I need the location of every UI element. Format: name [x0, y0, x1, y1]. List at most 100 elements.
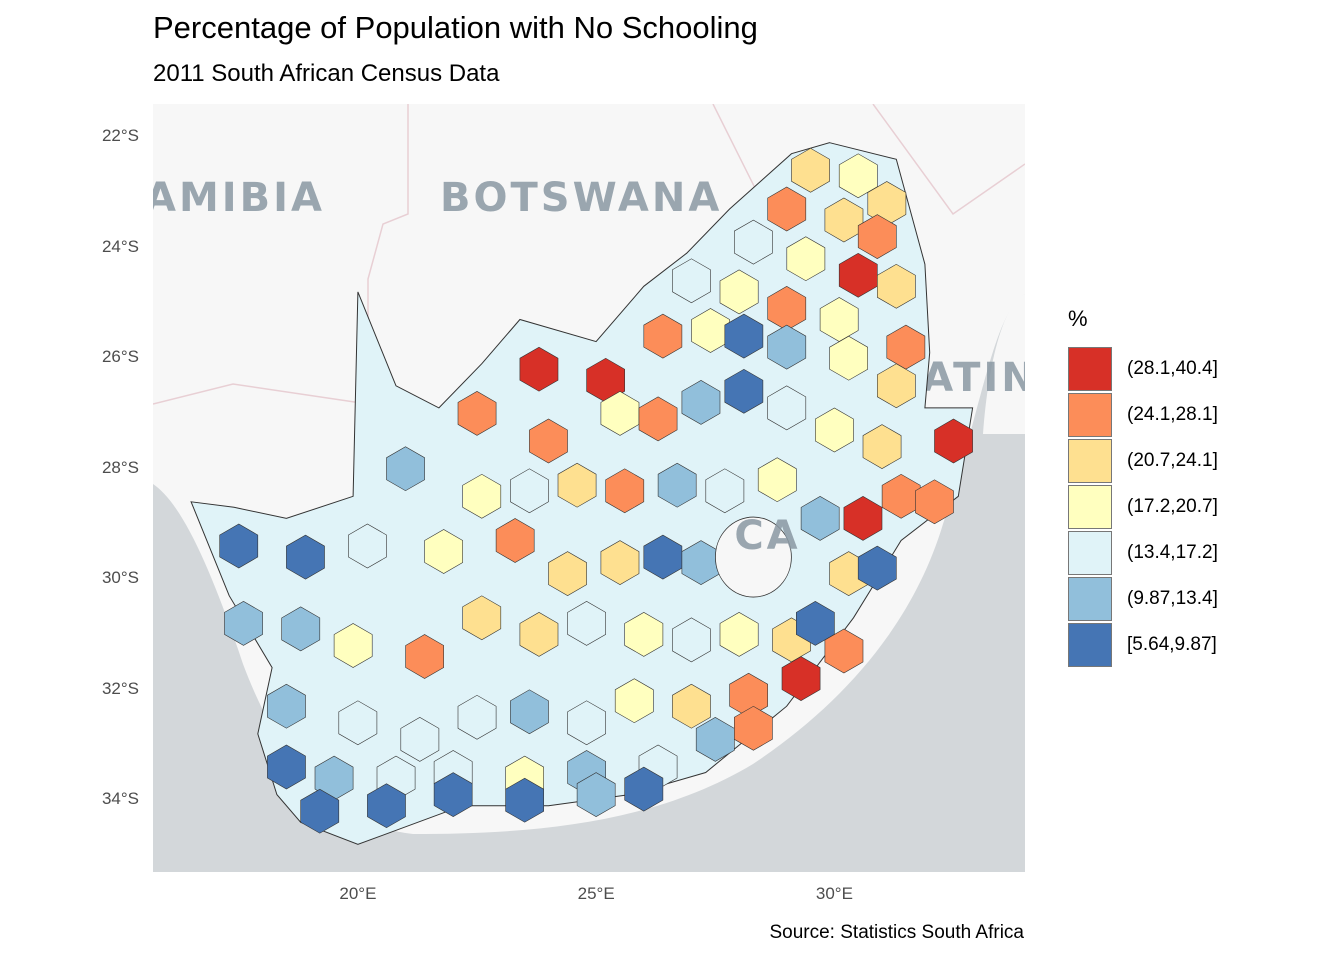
district: [733, 219, 773, 265]
legend-swatch: [1068, 577, 1112, 621]
district: [672, 258, 711, 304]
legend-swatch: [1068, 623, 1112, 667]
legend-label: (17.2,20.7]: [1127, 496, 1218, 517]
district: [405, 634, 445, 679]
district: [338, 700, 378, 746]
legend-label: [5.64,9.87]: [1127, 634, 1217, 655]
district: [795, 601, 835, 646]
legend-item: (13.4,17.2]: [1068, 530, 1218, 576]
basemap-border: [872, 104, 1025, 216]
district: [567, 601, 607, 646]
legend-items: (28.1,40.4] (24.1,28.1] (20.7,24.1] (17.2,2…: [1068, 346, 1218, 668]
district: [857, 214, 897, 259]
legend: % (28.1,40.4] (24.1,28.1] (20.7,24.1] (17.2…: [1068, 306, 1218, 668]
district: [705, 468, 745, 514]
district: [267, 744, 306, 790]
district: [495, 518, 535, 563]
basemap-label-botswana: BOTSWANA: [440, 175, 722, 221]
district: [681, 380, 721, 425]
district: [519, 612, 559, 657]
y-tick-label: 22°S: [101, 126, 139, 146]
x-tick-label: 25°E: [577, 884, 615, 903]
x-tick-label: 20°E: [339, 884, 377, 903]
district: [724, 368, 764, 414]
district: [433, 772, 473, 817]
y-tick-label: 26°S: [101, 347, 139, 367]
district: [400, 717, 440, 762]
district: [286, 534, 325, 580]
district: [733, 705, 773, 751]
legend-label: (28.1,40.4]: [1127, 358, 1218, 379]
legend-label: (13.4,17.2]: [1127, 542, 1218, 563]
district: [672, 683, 711, 729]
chart-subtitle: 2011 South African Census Data: [153, 60, 500, 87]
legend-item: (28.1,40.4]: [1068, 346, 1218, 392]
district: [510, 468, 549, 514]
district: [786, 236, 826, 282]
legend-title: %: [1068, 306, 1088, 331]
district: [548, 551, 587, 596]
district: [719, 269, 759, 315]
district: [643, 534, 683, 580]
district: [757, 457, 797, 503]
legend-swatch: [1068, 485, 1112, 529]
district: [567, 700, 607, 746]
chart-title: Percentage of Population with No Schooli…: [153, 10, 758, 45]
legend-swatch: [1068, 531, 1112, 575]
district: [624, 766, 664, 812]
district: [724, 313, 764, 359]
district: [719, 612, 759, 657]
district: [824, 628, 864, 674]
district: [600, 391, 640, 436]
district: [424, 529, 464, 574]
district: [605, 468, 645, 514]
district: [462, 595, 502, 641]
district: [800, 496, 840, 541]
legend-item: [5.64,9.87]: [1068, 622, 1218, 668]
district: [691, 308, 730, 353]
district: [767, 186, 807, 232]
district: [857, 545, 897, 591]
y-tick-label: 28°S: [101, 457, 139, 477]
map-panel: AMIBIABOTSWANAVATINICA: [153, 104, 1025, 872]
district: [576, 772, 616, 817]
district: [767, 324, 807, 370]
legend-swatch: [1068, 439, 1112, 483]
legend-label: (24.1,28.1]: [1127, 404, 1218, 425]
district: [219, 523, 259, 569]
district: [814, 407, 854, 453]
legend-item: (17.2,20.7]: [1068, 484, 1218, 530]
legend-item: (24.1,28.1]: [1068, 392, 1218, 438]
district: [519, 346, 559, 392]
x-tick-label: 30°E: [815, 884, 853, 903]
basemap-label-lesotho: CA: [734, 513, 800, 559]
y-tick-label: 32°S: [101, 678, 139, 698]
district: [457, 391, 497, 436]
y-tick-label: 24°S: [101, 236, 139, 256]
district: [529, 418, 568, 464]
basemap-border: [153, 383, 369, 405]
district: [614, 678, 654, 724]
map-svg: AMIBIABOTSWANAVATINICA: [153, 104, 1025, 845]
lesotho: [714, 516, 792, 598]
district: [348, 523, 387, 569]
district: [829, 335, 869, 381]
district: [657, 462, 697, 508]
district: [862, 424, 902, 469]
district: [462, 473, 502, 519]
legend-item: (20.7,24.1]: [1068, 438, 1218, 484]
district: [638, 396, 678, 442]
source-caption: Source: Statistics South Africa: [769, 922, 1024, 943]
legend-item: (9.87,13.4]: [1068, 576, 1218, 622]
district: [624, 612, 664, 657]
district: [876, 363, 916, 409]
basemap-label-namibia: AMIBIA: [153, 175, 325, 221]
district: [457, 694, 497, 740]
district: [824, 197, 864, 243]
legend-label: (20.7,24.1]: [1127, 450, 1218, 471]
district: [367, 783, 406, 829]
district: [510, 689, 549, 735]
district: [791, 147, 830, 193]
district: [267, 683, 306, 729]
district: [386, 446, 425, 492]
